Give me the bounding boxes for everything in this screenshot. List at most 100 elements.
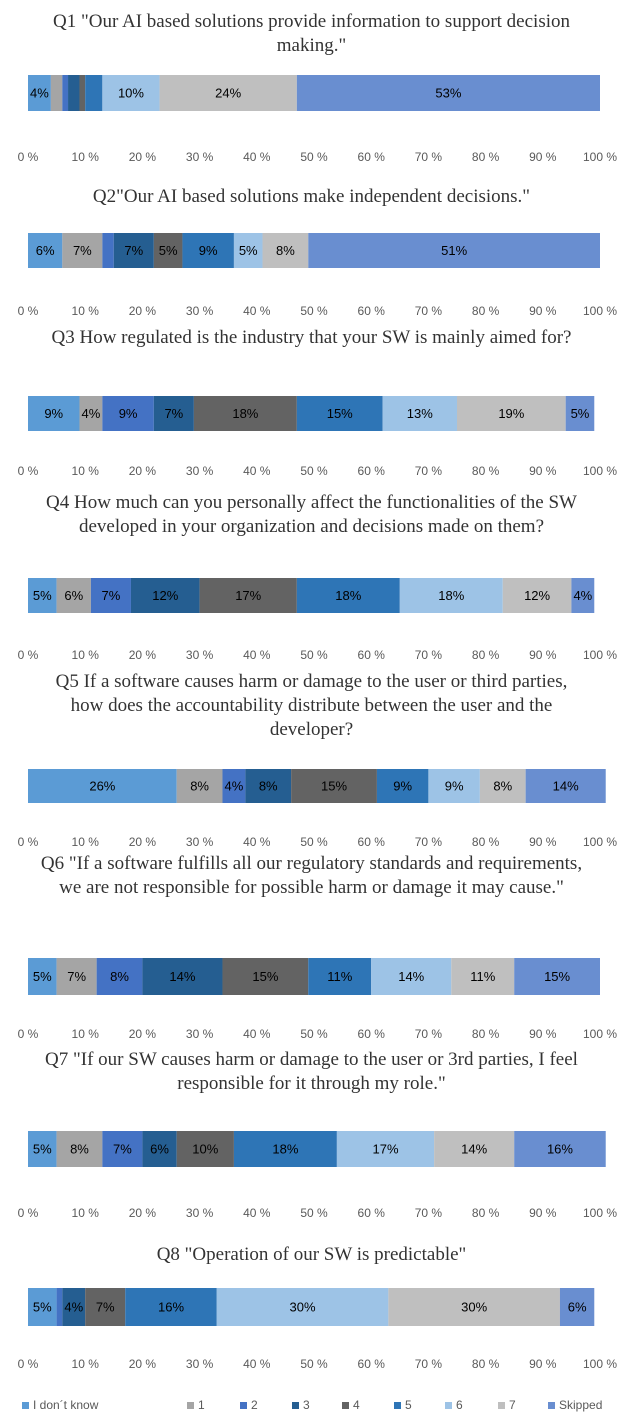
data-label: 6% <box>568 1299 587 1314</box>
x-tick-label: 80 % <box>472 1027 500 1041</box>
bar-segment <box>216 1288 389 1326</box>
data-label: 16% <box>547 1141 573 1156</box>
x-tick-label: 10 % <box>72 835 100 849</box>
x-tick-label: 50 % <box>300 464 328 478</box>
x-tick-label: 0 % <box>18 1206 39 1220</box>
bar-segment <box>296 396 383 431</box>
x-tick-label: 30 % <box>186 1357 214 1371</box>
data-label: 11% <box>470 969 495 984</box>
x-tick-label: 50 % <box>300 1027 328 1041</box>
bar-segment <box>434 1131 515 1167</box>
bar-segment <box>428 769 480 803</box>
data-label: 12% <box>524 588 550 603</box>
bar-segment <box>62 1288 86 1326</box>
bar-segment <box>113 233 154 268</box>
x-tick-label: 70 % <box>415 304 443 318</box>
data-label: 6% <box>150 1141 169 1156</box>
x-tick-label: 90 % <box>529 304 557 318</box>
data-label: 15% <box>321 778 347 793</box>
bar-segment <box>28 75 51 111</box>
bar-segment <box>233 1131 337 1167</box>
legend-label: I don´t know <box>33 1398 99 1412</box>
x-tick-label: 40 % <box>243 1206 271 1220</box>
x-tick-label: 30 % <box>186 1206 214 1220</box>
x-tick-label: 40 % <box>243 648 271 662</box>
bar-segment <box>28 233 63 268</box>
legend-swatch <box>548 1402 555 1409</box>
bar-segment <box>90 578 131 613</box>
x-tick-label: 90 % <box>529 1027 557 1041</box>
bar-segment <box>102 233 114 268</box>
data-label: 8% <box>70 1141 89 1156</box>
data-label: 16% <box>158 1299 184 1314</box>
x-tick-label: 90 % <box>529 648 557 662</box>
x-tick-label: 100 % <box>583 1027 617 1041</box>
bar-segment <box>336 1131 435 1167</box>
chart-title: Q6 "If a software fulfills all our regul… <box>40 853 583 898</box>
data-label: 8% <box>493 778 512 793</box>
x-tick-label: 50 % <box>300 304 328 318</box>
bar-segment <box>28 958 57 995</box>
data-label: 26% <box>89 778 115 793</box>
bar-segment <box>222 769 246 803</box>
x-tick-label: 90 % <box>529 1206 557 1220</box>
bar-segment <box>142 1131 177 1167</box>
data-label: 4% <box>573 588 592 603</box>
x-tick-label: 60 % <box>358 150 386 164</box>
legend-label: Skipped <box>559 1398 602 1412</box>
x-tick-label: 90 % <box>529 150 557 164</box>
x-tick-label: 80 % <box>472 648 500 662</box>
data-label: 8% <box>259 778 278 793</box>
bar-segment <box>28 769 177 803</box>
data-label: 14% <box>553 778 579 793</box>
chart-title: Q8 "Operation of our SW is predictable" <box>156 1244 467 1265</box>
x-tick-label: 30 % <box>186 464 214 478</box>
x-tick-label: 60 % <box>358 464 386 478</box>
data-label: 15% <box>544 969 570 984</box>
x-tick-label: 70 % <box>415 648 443 662</box>
bar-segment <box>176 1131 234 1167</box>
x-tick-label: 0 % <box>18 464 39 478</box>
bar-segment <box>262 233 309 268</box>
data-label: 9% <box>44 406 63 421</box>
x-tick-label: 10 % <box>72 304 100 318</box>
legend-swatch <box>22 1402 29 1409</box>
data-label: 5% <box>33 1299 52 1314</box>
chart-title: Q1 "Our AI based solutions provide infor… <box>53 11 570 56</box>
bar-segment <box>193 396 297 431</box>
bar-segment <box>457 396 566 431</box>
bar-segment <box>56 1288 63 1326</box>
bar-segment <box>102 75 160 111</box>
data-label: 10% <box>118 85 144 100</box>
x-tick-label: 0 % <box>18 150 39 164</box>
legend-swatch <box>445 1402 452 1409</box>
bar-segment <box>382 396 457 431</box>
x-tick-label: 90 % <box>529 1357 557 1371</box>
data-label: 7% <box>96 1299 115 1314</box>
x-tick-label: 20 % <box>129 1027 157 1041</box>
x-tick-label: 100 % <box>583 304 617 318</box>
x-tick-label: 0 % <box>18 1357 39 1371</box>
x-tick-label: 90 % <box>529 835 557 849</box>
data-label: 15% <box>327 406 353 421</box>
bar-segment <box>56 1131 103 1167</box>
bar-segment <box>56 958 97 995</box>
legend-swatch <box>342 1402 349 1409</box>
bar-segment <box>233 233 263 268</box>
data-label: 18% <box>232 406 258 421</box>
bar-segment <box>199 578 297 613</box>
bar-segment <box>79 75 86 111</box>
x-tick-label: 10 % <box>72 150 100 164</box>
bar-segment <box>399 578 503 613</box>
bar-segment <box>479 769 526 803</box>
bar-segment <box>571 578 595 613</box>
x-tick-label: 70 % <box>415 1027 443 1041</box>
bar-segment <box>502 578 572 613</box>
x-tick-label: 60 % <box>358 1357 386 1371</box>
data-label: 9% <box>199 243 218 258</box>
x-tick-label: 40 % <box>243 304 271 318</box>
legend-label: 5 <box>405 1398 412 1412</box>
x-tick-label: 70 % <box>415 464 443 478</box>
x-tick-label: 100 % <box>583 1357 617 1371</box>
